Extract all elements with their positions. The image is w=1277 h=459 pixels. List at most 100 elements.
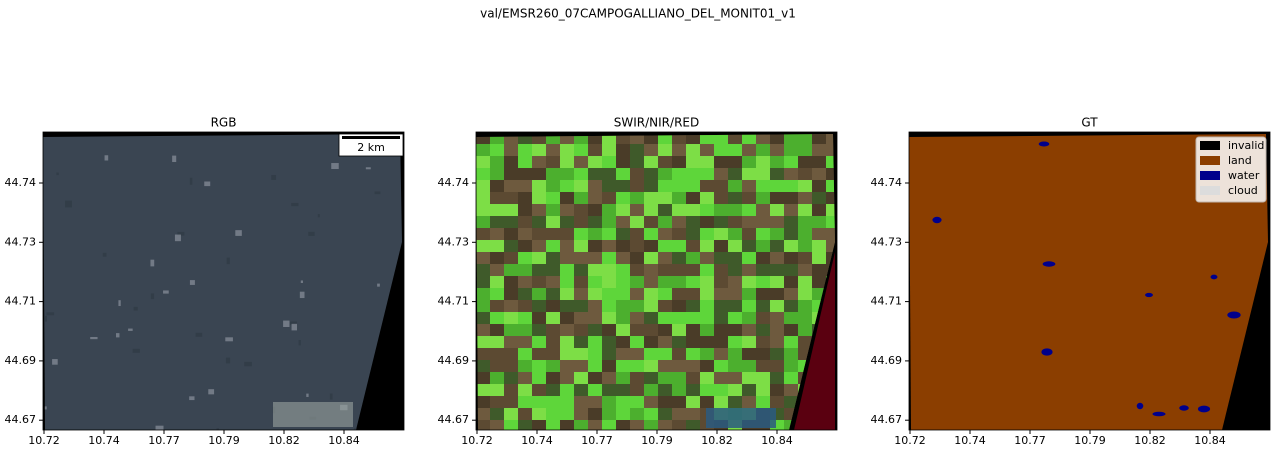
field: [742, 228, 756, 240]
field: [630, 276, 644, 288]
field: [826, 168, 835, 180]
field: [714, 312, 728, 324]
speck: [90, 336, 98, 340]
field: [812, 144, 826, 156]
speck: [235, 230, 242, 236]
field: [798, 264, 812, 276]
field: [770, 360, 784, 372]
field: [798, 168, 812, 180]
field: [532, 348, 546, 360]
field: [532, 252, 546, 264]
field: [546, 216, 560, 228]
field: [756, 396, 770, 408]
field: [518, 408, 532, 420]
field: [532, 336, 546, 348]
field: [588, 312, 602, 324]
field: [700, 324, 714, 336]
field: [504, 420, 518, 430]
field: [812, 228, 826, 240]
field: [770, 228, 784, 240]
field: [560, 216, 574, 228]
field: [532, 216, 546, 228]
field: [672, 372, 686, 384]
field: [644, 168, 658, 180]
field: [616, 216, 630, 228]
field: [546, 192, 560, 204]
field: [686, 252, 700, 264]
field: [588, 192, 602, 204]
scale-box: [338, 133, 404, 157]
field: [644, 336, 658, 348]
field: [574, 264, 588, 276]
field: [700, 252, 714, 264]
field: [700, 168, 714, 180]
field: [672, 288, 686, 300]
field: [574, 300, 588, 312]
field: [770, 144, 784, 156]
field: [686, 336, 700, 348]
field: [504, 396, 518, 408]
speck: [132, 348, 140, 353]
field: [756, 168, 770, 180]
speck: [365, 167, 371, 170]
speck: [189, 280, 195, 285]
field: [490, 384, 504, 396]
field: [658, 360, 672, 372]
field: [798, 204, 812, 216]
field: [798, 228, 812, 240]
field: [504, 312, 518, 324]
field: [714, 168, 728, 180]
field: [476, 240, 490, 252]
field: [504, 276, 518, 288]
field: [644, 204, 658, 216]
field: [784, 312, 798, 324]
field: [546, 264, 560, 276]
field: [630, 420, 644, 430]
field: [490, 228, 504, 240]
field: [546, 396, 560, 408]
field: [658, 312, 672, 324]
field: [630, 312, 644, 324]
field: [504, 324, 518, 336]
x-tick-label: 10.74: [88, 434, 120, 447]
field: [644, 252, 658, 264]
field: [700, 276, 714, 288]
field: [504, 134, 518, 144]
field: [504, 180, 518, 192]
field: [630, 216, 644, 228]
field: [490, 134, 504, 144]
field: [476, 312, 490, 324]
field: [560, 348, 574, 360]
field: [518, 276, 532, 288]
field: [728, 324, 742, 336]
speck: [133, 306, 138, 311]
field: [476, 360, 490, 372]
legend-label: land: [1228, 154, 1252, 167]
field: [490, 216, 504, 228]
field: [714, 134, 728, 144]
field: [784, 168, 798, 180]
field: [728, 168, 742, 180]
field: [728, 180, 742, 192]
field: [602, 288, 616, 300]
field: [588, 420, 602, 430]
field: [476, 204, 490, 216]
field: [756, 300, 770, 312]
field: [672, 216, 686, 228]
field: [714, 156, 728, 168]
field: [574, 252, 588, 264]
field: [476, 300, 490, 312]
field: [644, 408, 658, 420]
field: [602, 180, 616, 192]
legend-box: [1195, 136, 1267, 203]
field: [546, 180, 560, 192]
field: [518, 420, 532, 430]
field: [812, 180, 826, 192]
field: [742, 288, 756, 300]
field: [476, 192, 490, 204]
field: [602, 240, 616, 252]
field: [826, 240, 835, 252]
field: [798, 324, 812, 336]
field: [588, 360, 602, 372]
field: [546, 336, 560, 348]
